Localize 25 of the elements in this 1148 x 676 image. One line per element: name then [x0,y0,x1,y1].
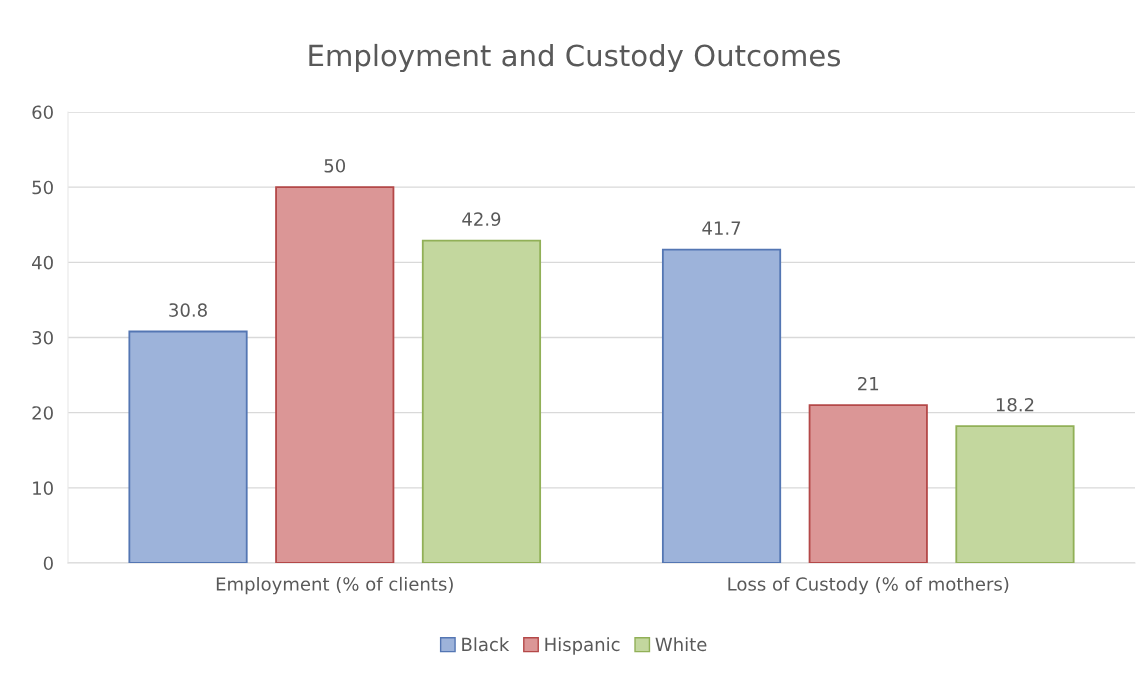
x-tick-label: Loss of Custody (% of mothers) [728,576,1009,595]
legend-label: Hispanic [545,637,620,655]
y-tick-label: 40 [32,255,53,270]
data-label: 42.9 [462,212,501,226]
chart-title: Employment and Custody Outcomes [309,43,841,73]
legend-label: White [655,637,707,652]
y-tick-label: 30 [32,330,53,345]
y-tick-label: 60 [32,105,53,120]
y-tick-label: 20 [32,406,53,420]
bar [128,330,248,563]
legend-label: Black [462,637,510,652]
x-tick-label: Employment (% of clients) [216,576,453,595]
bar [955,425,1075,563]
bar [808,404,928,563]
data-label: 41.7 [702,221,741,235]
bar [275,186,395,563]
data-label: 50 [324,158,346,173]
data-label: 21 [858,376,879,391]
data-label: 18.2 [996,397,1034,412]
bar [661,248,782,563]
y-tick-label: 50 [32,180,53,195]
y-tick-label: 0 [43,556,53,571]
bar [421,239,542,563]
data-label: 30.8 [169,303,207,317]
y-tick-label: 10 [33,481,53,495]
